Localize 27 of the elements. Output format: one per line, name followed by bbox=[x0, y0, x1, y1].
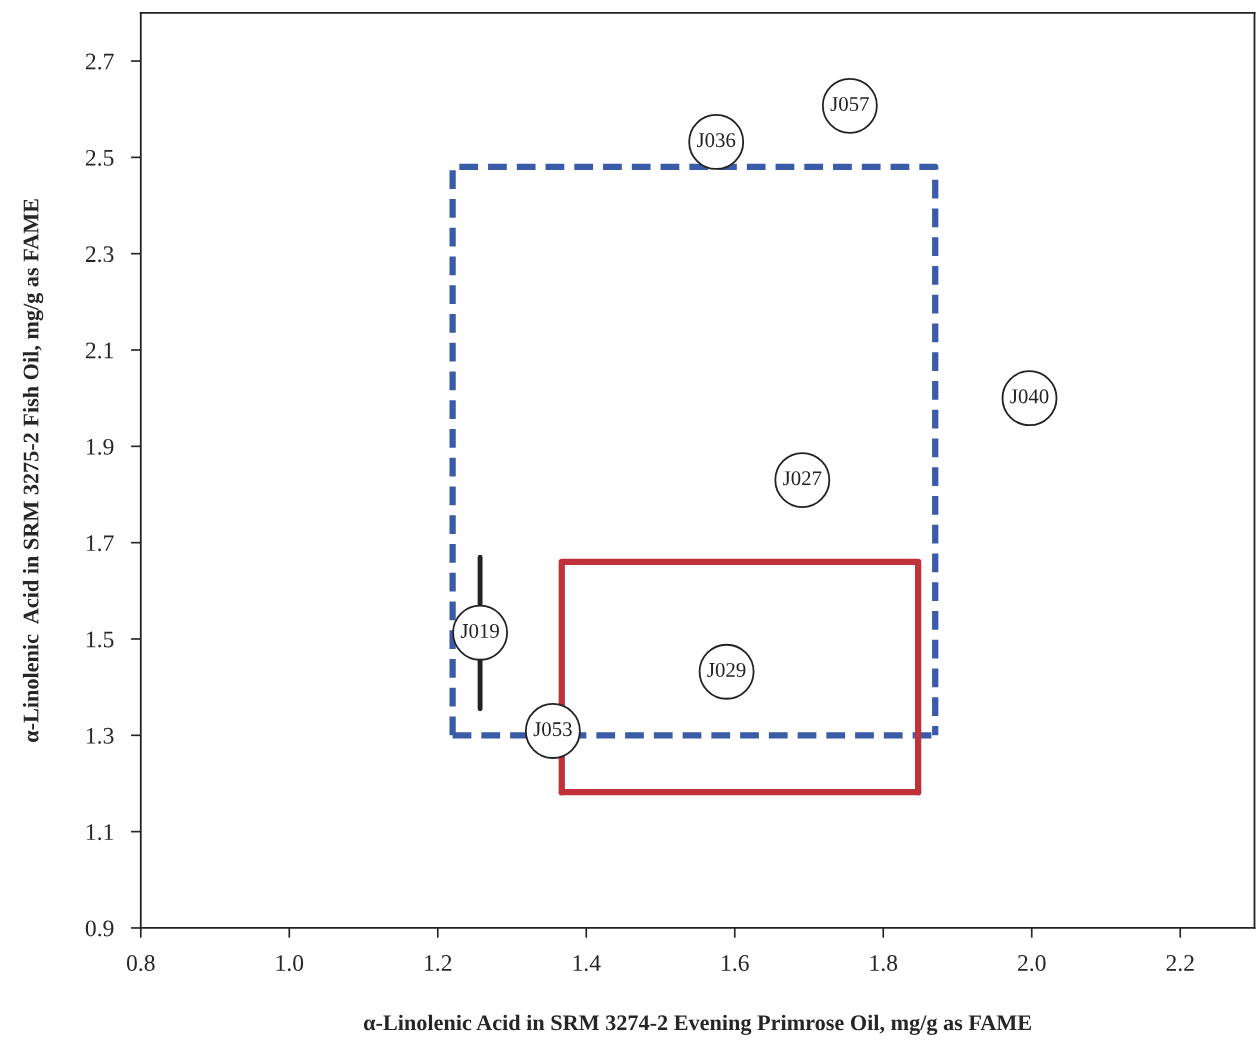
series-label: J040 bbox=[1010, 389, 1049, 404]
y-tick-label: 1.5 bbox=[86, 631, 114, 648]
x-tick-label: 1.2 bbox=[425, 955, 452, 972]
x-tick-label: 2.0 bbox=[1018, 955, 1046, 972]
y-tick-label: 2.3 bbox=[85, 246, 114, 263]
y-tick-label: 2.5 bbox=[85, 149, 114, 166]
x-tick-label: 1.4 bbox=[573, 955, 601, 972]
series-label: J029 bbox=[707, 662, 746, 677]
y-tick-label: 1.1 bbox=[86, 824, 113, 841]
x-tick-label: 1.8 bbox=[870, 955, 898, 972]
series-label: J053 bbox=[533, 722, 572, 737]
x-axis-title: α-Linolenic Acid in SRM 3274-2 Evening Primrose Oil, mg/g as FAME bbox=[363, 1014, 1031, 1035]
x-tick-label: 1.0 bbox=[276, 955, 304, 972]
series-label: J027 bbox=[783, 471, 822, 486]
y-tick-label: 2.1 bbox=[85, 342, 113, 359]
x-tick-label: 1.6 bbox=[722, 955, 749, 972]
y-axis-title: α-Linolenic Acid in SRM 3275-2 Fish Oil, mg/g as FAME bbox=[22, 199, 44, 742]
series-label: J036 bbox=[696, 133, 736, 148]
y-tick-label: 0.9 bbox=[85, 920, 114, 937]
y-tick-label: 1.9 bbox=[86, 438, 114, 455]
y-tick-label: 1.3 bbox=[86, 727, 114, 744]
x-tick-label: 0.8 bbox=[126, 955, 155, 972]
y-tick-label: 2.7 bbox=[85, 53, 114, 70]
y-tick-label: 1.7 bbox=[86, 535, 114, 552]
series-label: J019 bbox=[460, 623, 499, 638]
series-label: J057 bbox=[830, 96, 869, 112]
x-tick-label: 2.2 bbox=[1166, 955, 1194, 972]
